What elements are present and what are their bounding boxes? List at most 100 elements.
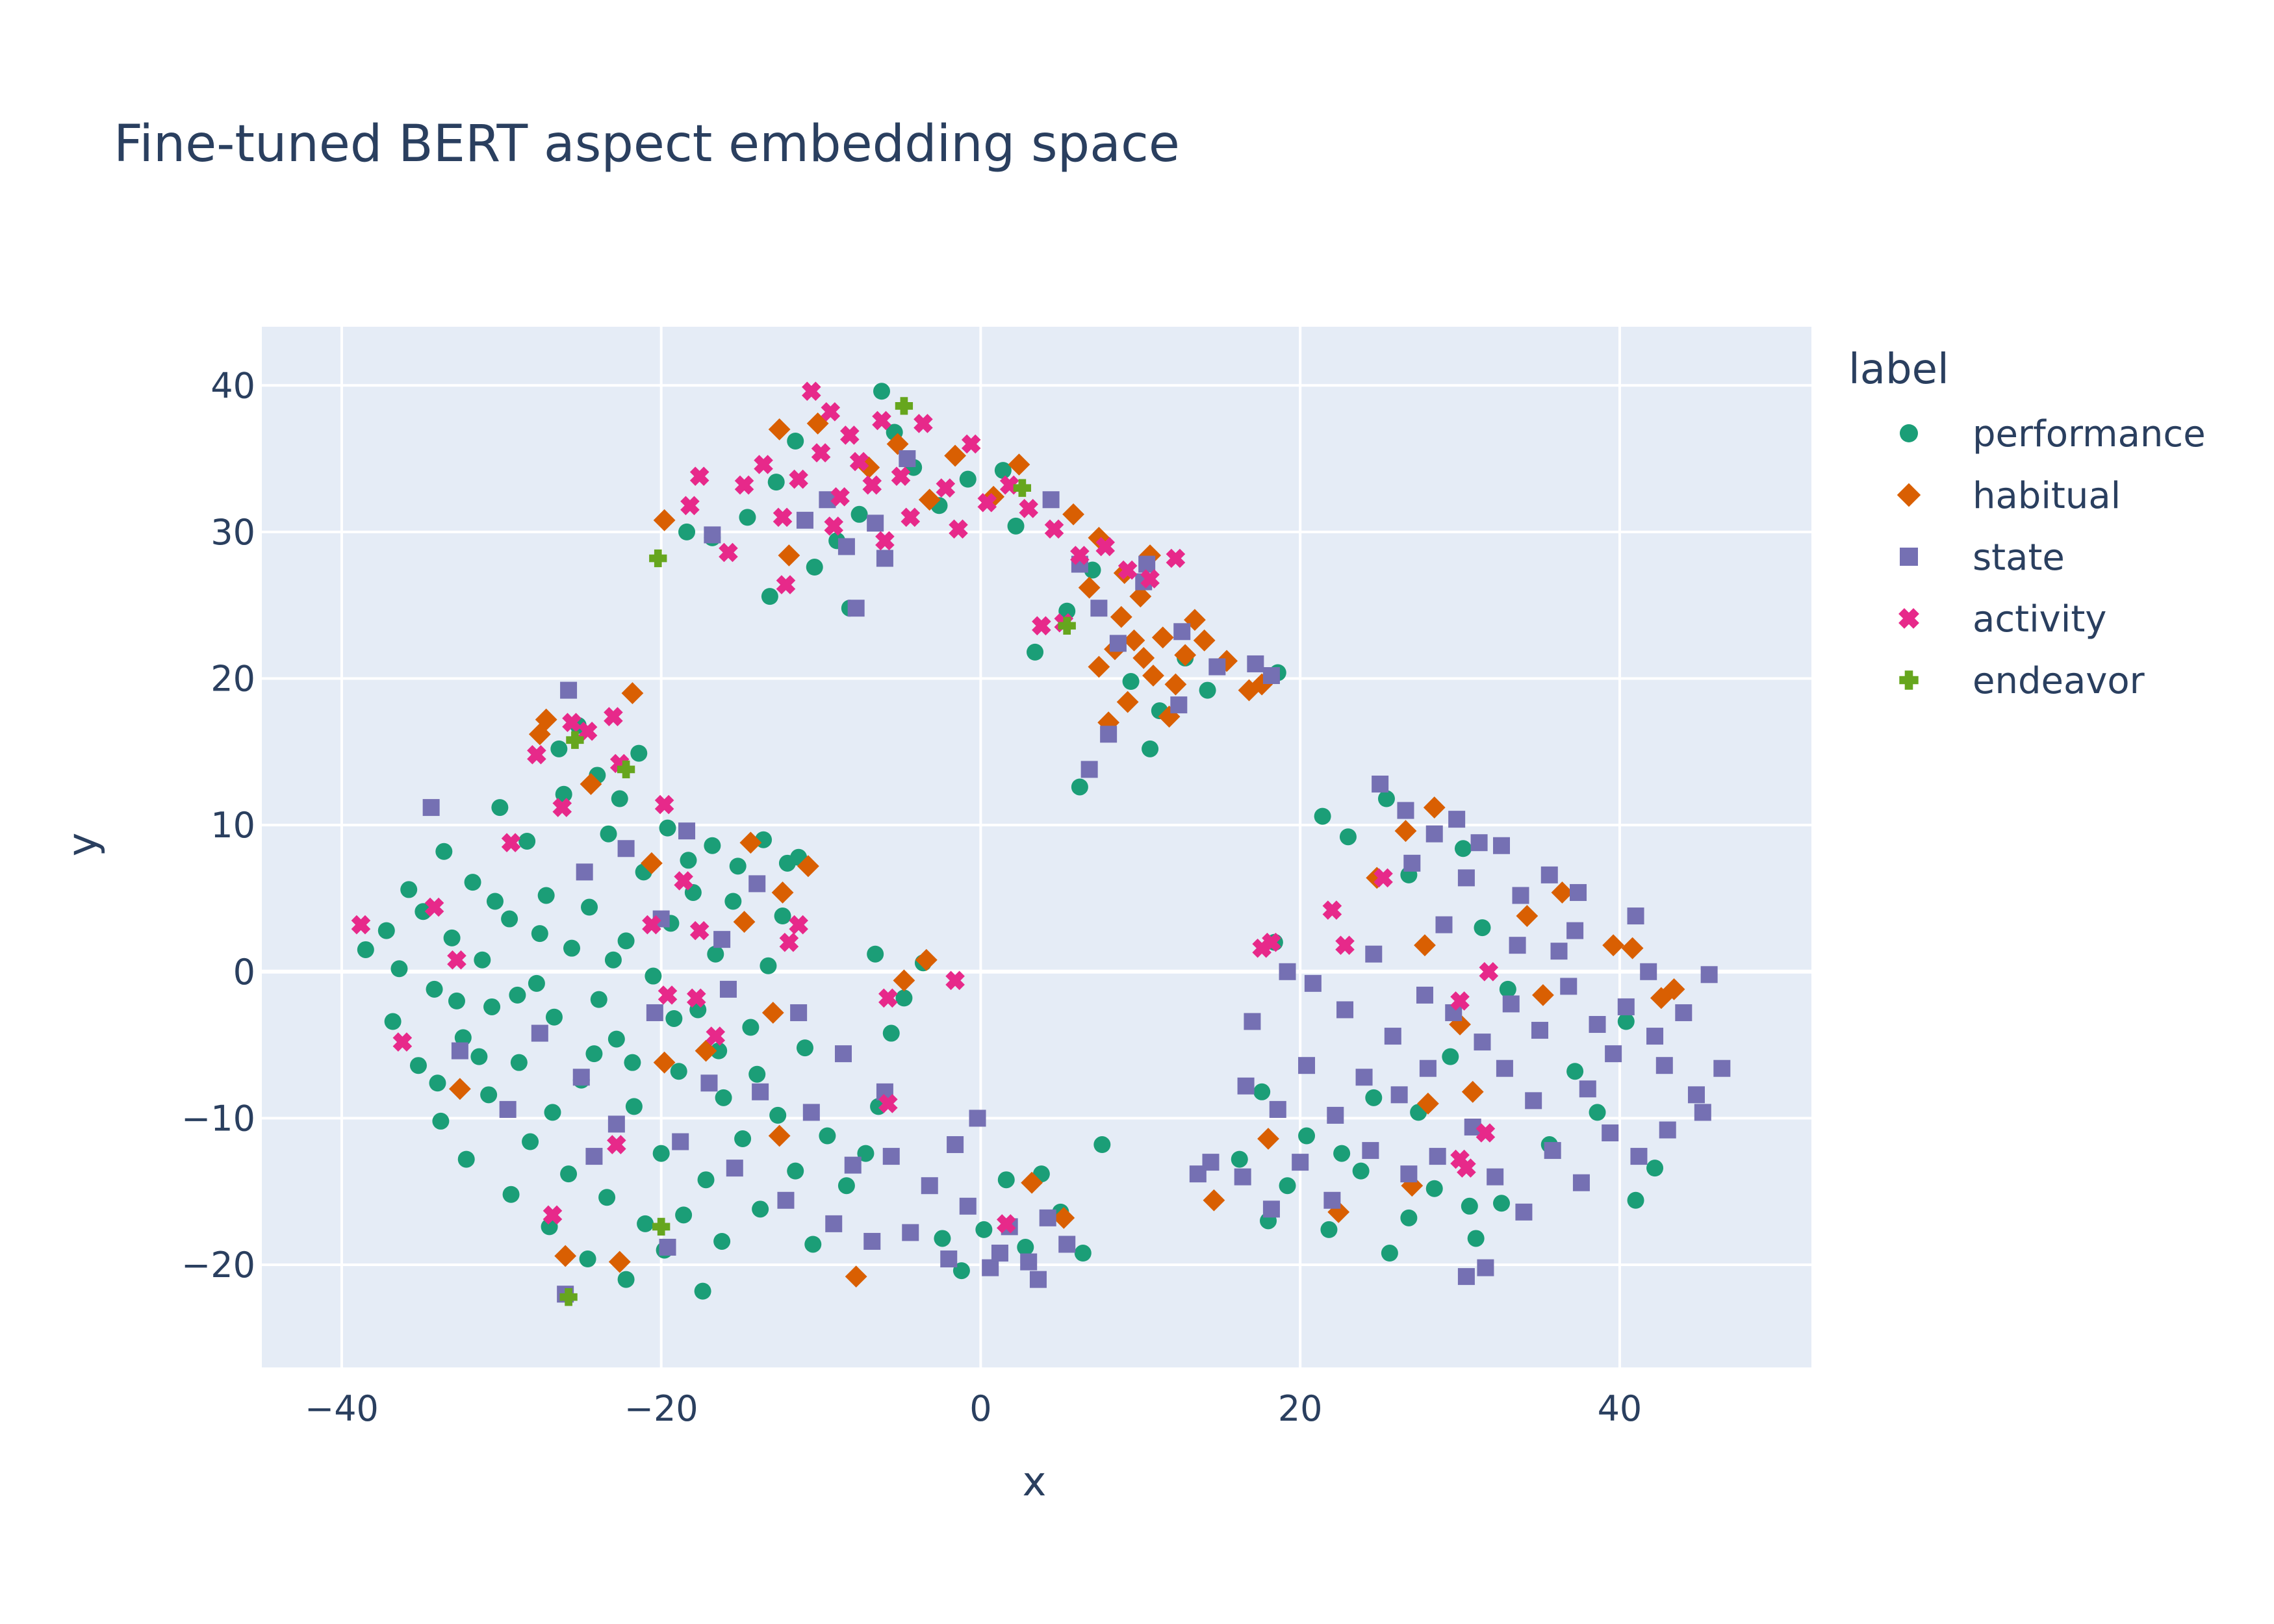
y-tick-label: 30 (211, 512, 255, 553)
activity-point (949, 519, 968, 539)
state-point (991, 1245, 1008, 1262)
state-point (704, 526, 721, 544)
state-point (1429, 1148, 1446, 1165)
legend-item-habitual[interactable]: habitual (1897, 475, 2121, 517)
state-point (499, 1100, 517, 1118)
y-tick-label: 20 (211, 659, 255, 700)
x-tick-label: 20 (1278, 1388, 1323, 1429)
performance-point (630, 744, 648, 762)
state-point (1572, 1174, 1590, 1191)
legend-item-performance[interactable]: performance (1900, 413, 2206, 455)
performance-point (659, 819, 676, 837)
state-point (921, 1177, 938, 1195)
performance-point (545, 1008, 563, 1026)
activity-point (562, 713, 581, 733)
performance-point (994, 462, 1012, 479)
state-point (1269, 1100, 1286, 1118)
activity-point (802, 381, 821, 401)
activity-point (719, 542, 738, 563)
state-point (1602, 1124, 1619, 1141)
state-point (1020, 1253, 1038, 1271)
endeavor-point (1013, 479, 1032, 497)
activity-point (872, 411, 891, 431)
performance-point (1093, 1136, 1111, 1154)
state-point (837, 538, 855, 555)
performance-point (357, 941, 374, 958)
habitual-point (1257, 1128, 1279, 1150)
performance-point (680, 852, 697, 869)
state-point (1029, 1271, 1047, 1288)
tick-labels: −40 −20 0 20 40 −20 −10 0 10 20 30 40 (181, 365, 1642, 1429)
state-point (1362, 1142, 1379, 1160)
performance-point (1017, 1238, 1034, 1256)
state-point (1617, 998, 1635, 1015)
x-axis-title: x (1023, 1458, 1047, 1505)
performance-point (522, 1133, 539, 1150)
performance-point (611, 790, 628, 807)
state-point (617, 840, 635, 857)
state-point (531, 1024, 548, 1042)
performance-point (555, 785, 572, 803)
performance-point (769, 1106, 787, 1124)
state-point (863, 1232, 881, 1250)
activity-point (878, 988, 898, 1008)
performance-point (739, 509, 756, 526)
habitual-point (1053, 1206, 1075, 1229)
state-point (899, 450, 916, 468)
activity-point (543, 1205, 563, 1225)
state-point (1713, 1059, 1731, 1077)
activity-point (945, 971, 965, 991)
y-tick-label: 10 (211, 805, 255, 846)
state-point (1355, 1069, 1373, 1086)
state-point (1512, 887, 1529, 904)
state-point (1372, 775, 1389, 793)
state-point (1457, 869, 1475, 887)
state-point (752, 1083, 769, 1100)
state-point (844, 1156, 862, 1174)
state-point (1493, 837, 1510, 854)
state-point (1042, 491, 1060, 509)
endeavor-point (559, 1288, 578, 1306)
x-tick-label: −40 (305, 1388, 379, 1429)
series-activity (351, 381, 1499, 1234)
habitual-point (918, 488, 941, 511)
habitual-point (580, 773, 602, 795)
state-point (947, 1136, 964, 1154)
state-point (802, 1104, 820, 1121)
legend-item-activity[interactable]: activity (1898, 598, 2107, 641)
habitual-point (1151, 626, 1174, 649)
legend-item-endeavor[interactable]: endeavor (1899, 660, 2145, 702)
performance-point (819, 1127, 836, 1145)
habitual-point (1174, 644, 1197, 666)
state-point (1298, 1057, 1316, 1074)
performance-point (767, 474, 785, 491)
habitual-point (1423, 796, 1446, 818)
performance-point (579, 1250, 596, 1268)
activity-point (689, 920, 709, 941)
activity-point (1070, 546, 1090, 565)
habitual-point (1203, 1189, 1225, 1212)
performance-point (384, 1013, 402, 1030)
habitual-point (608, 1250, 631, 1273)
activity-point (1044, 519, 1064, 539)
activity-point (447, 950, 466, 970)
state-point (678, 822, 696, 840)
activity-point (501, 833, 521, 853)
habitual-point (1461, 1080, 1484, 1103)
state-point (1487, 1168, 1504, 1186)
state-point (560, 681, 578, 699)
performance-point (748, 1065, 766, 1083)
performance-point (1566, 1063, 1584, 1080)
performance-point (510, 1054, 528, 1071)
activity-point (1019, 498, 1039, 518)
activity-point (891, 466, 911, 486)
state-point (1525, 1092, 1542, 1110)
activity-point (654, 794, 674, 815)
habitual-point (653, 1051, 676, 1074)
performance-point (464, 874, 481, 891)
state-point (1323, 1191, 1341, 1209)
performance-point (625, 1098, 643, 1115)
performance-point (787, 432, 804, 450)
legend-item-state[interactable]: state (1900, 537, 2065, 579)
performance-point (607, 1030, 625, 1048)
